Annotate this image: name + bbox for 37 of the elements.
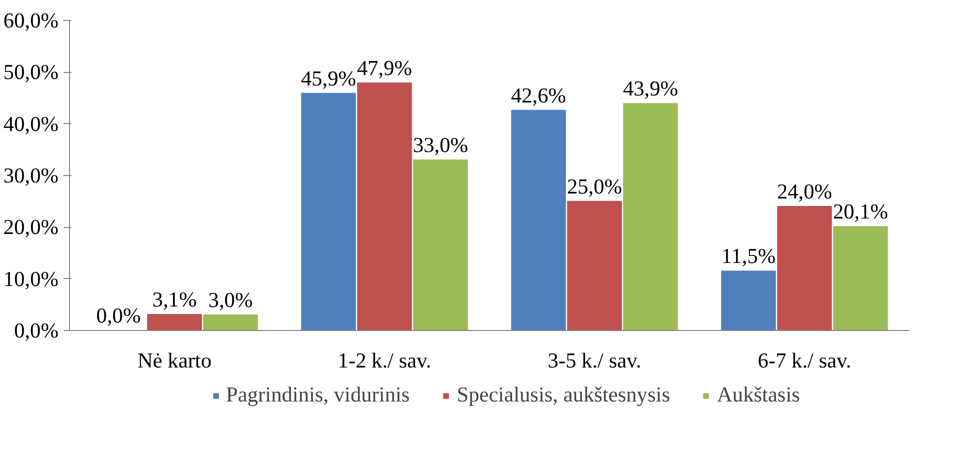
data-label: 0,0% [96,304,141,328]
bar [623,103,678,330]
bar [147,314,202,330]
data-label: 3,1% [152,287,197,312]
y-tick-label: 30,0% [3,164,59,188]
bar [357,82,412,330]
bar [721,270,776,330]
y-tick-label: 50,0% [3,60,59,84]
data-label: 11,5% [721,244,776,268]
x-tick-label: 3-5 k./ sav. [548,348,642,372]
y-tick-label: 60,0% [3,8,59,32]
legend-label: Aukštasis [717,382,800,408]
data-label: 20,1% [832,200,888,224]
bar [413,160,468,330]
bar [777,206,832,330]
legend-label: Specialusis, aukštesnysis [456,382,670,408]
data-label: 45,9% [300,66,356,90]
data-label: 3,0% [208,288,253,312]
x-tick-label: 6-7 k./ sav. [758,348,852,372]
x-tick-label: 1-2 k./ sav. [338,348,432,372]
data-label: 42,6% [510,83,566,108]
y-tick-label: 20,0% [3,215,59,240]
bar [301,92,356,330]
bar [833,226,888,330]
bar [567,200,622,330]
bar [203,314,258,330]
y-tick-label: 0,0% [14,318,59,342]
y-tick-label: 40,0% [3,112,59,136]
x-tick-label: Nė karto [137,348,212,372]
data-label: 25,0% [566,174,622,198]
data-label: 24,0% [776,180,832,204]
y-tick-label: 10,0% [3,266,59,291]
legend-label: Pagrindinis, vidurinis [226,382,410,408]
bar [511,110,566,330]
data-label: 43,9% [622,76,678,101]
data-label: 47,9% [356,56,412,80]
data-label: 33,0% [412,133,468,157]
